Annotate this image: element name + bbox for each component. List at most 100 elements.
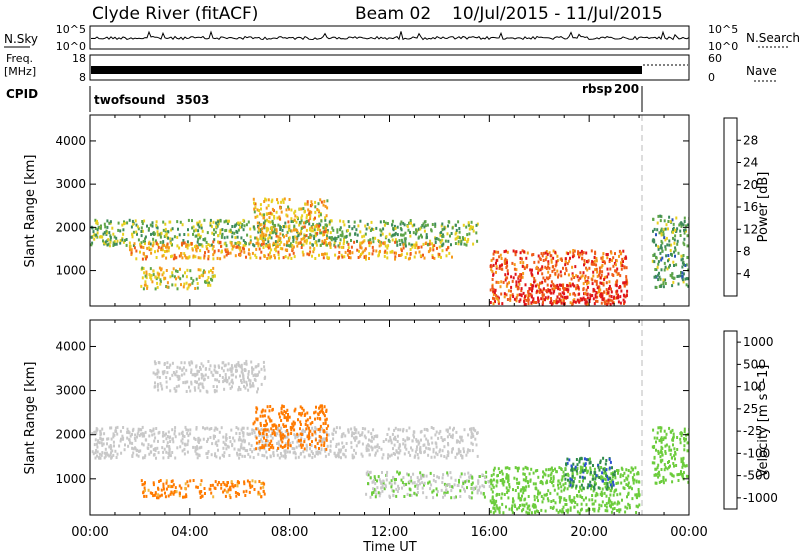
velocity-echo-cell [526,466,529,470]
velocity-echo-cell [321,407,324,411]
velocity-echo-cell [605,474,608,478]
power-echo-cell [93,237,96,241]
power-echo-cell [660,231,663,235]
power-y-tick-label: 1000 [55,264,86,278]
power-echo-cell [107,238,110,242]
power-echo-cell [365,254,367,258]
power-echo-cell [556,259,559,263]
velocity-echo-cell [183,495,186,499]
power-echo-cell [493,297,496,301]
velocity-echo-cell [607,499,610,503]
velocity-echo-cell [116,432,119,436]
power-echo-cell [151,244,154,248]
power-echo-cell [311,226,314,230]
velocity-echo-cell [266,428,269,432]
power-echo-cell [190,276,193,280]
velocity-echo-cell [283,416,286,420]
power-echo-cell [347,249,349,253]
power-echo-cell [686,234,689,238]
velocity-echo-cell [340,448,343,452]
velocity-echo-cell [402,476,405,480]
velocity-echo-cell [225,433,228,437]
power-echo-cell [601,281,603,285]
velocity-echo-cell [313,411,316,415]
power-echo-cell [252,225,255,229]
velocity-echo-cell [225,484,228,488]
velocity-echo-cell [136,435,138,439]
power-echo-cell [177,275,180,279]
velocity-echo-cell [251,484,254,488]
cpid-panel: CPID twofsound 3503 rbsp 200 [6,82,643,112]
power-echo-cell [256,214,259,218]
velocity-echo-cell [499,479,502,482]
velocity-echo-cell [325,417,328,421]
power-echo-cell [544,296,547,300]
power-echo-cell [495,250,497,254]
power-echo-cell [573,276,576,279]
velocity-echo-cell [591,484,593,488]
power-echo-cell [441,249,444,253]
velocity-echo-cell [363,434,366,438]
power-echo-cell [528,287,531,291]
velocity-echo-cell [339,450,342,454]
velocity-echo-cell [129,441,132,445]
power-echo-cell [472,225,474,229]
velocity-echo-cell [255,427,258,431]
power-echo-cell [598,290,600,294]
velocity-echo-cell [530,511,533,515]
velocity-echo-cell [91,432,94,436]
power-echo-cell [569,250,572,254]
velocity-echo-cell [325,438,328,442]
velocity-echo-cell [148,434,151,438]
power-echo-cell [303,210,306,214]
velocity-echo-cell [168,448,171,452]
velocity-echo-cell [255,406,258,410]
power-echo-cell [90,243,93,247]
power-echo-cell [660,227,663,231]
power-echo-cell [653,227,656,231]
power-echo-cell [673,241,676,245]
velocity-echo-cell [662,478,665,482]
power-echo-cell [198,243,201,247]
power-echo-cell [125,243,128,247]
velocity-echo-cell [260,410,263,414]
power-echo-cell [341,245,343,249]
velocity-echo-cell [165,380,168,384]
velocity-echo-cell [564,503,567,506]
power-echo-cell [325,243,327,247]
velocity-echo-cell [156,446,159,450]
power-echo-cell [545,276,548,280]
velocity-echo-cell [673,464,675,468]
power-echo-cell [146,224,148,228]
velocity-echo-cell [112,432,115,436]
velocity-echo-cell [512,499,515,503]
power-echo-cell [617,300,620,304]
velocity-echo-cell [387,456,389,460]
power-echo-cell [394,257,396,261]
velocity-echo-cell [216,443,219,447]
velocity-echo-cell [364,436,367,440]
power-echo-cell [664,247,667,251]
power-echo-cell [273,230,276,234]
power-echo-cell [262,232,265,236]
velocity-echo-cell [291,422,294,426]
power-echo-cell [249,239,252,243]
velocity-echo-cell [198,377,200,381]
velocity-echo-cell [262,485,265,489]
velocity-echo-cell [265,450,268,454]
power-echo-cell [307,208,310,212]
power-echo-cell [135,257,138,261]
velocity-echo-cell [573,505,576,509]
power-echo-cell [288,236,291,240]
velocity-echo-cell [293,409,296,413]
power-echo-cell [288,207,290,211]
power-echo-cell [494,300,496,304]
velocity-echo-cell [628,503,631,507]
velocity-echo-cell [609,460,612,464]
power-echo-cell [296,244,299,248]
velocity-echo-cell [391,432,394,436]
velocity-echo-cell [190,382,193,386]
power-echo-cell [207,249,210,253]
velocity-echo-cell [145,494,148,498]
